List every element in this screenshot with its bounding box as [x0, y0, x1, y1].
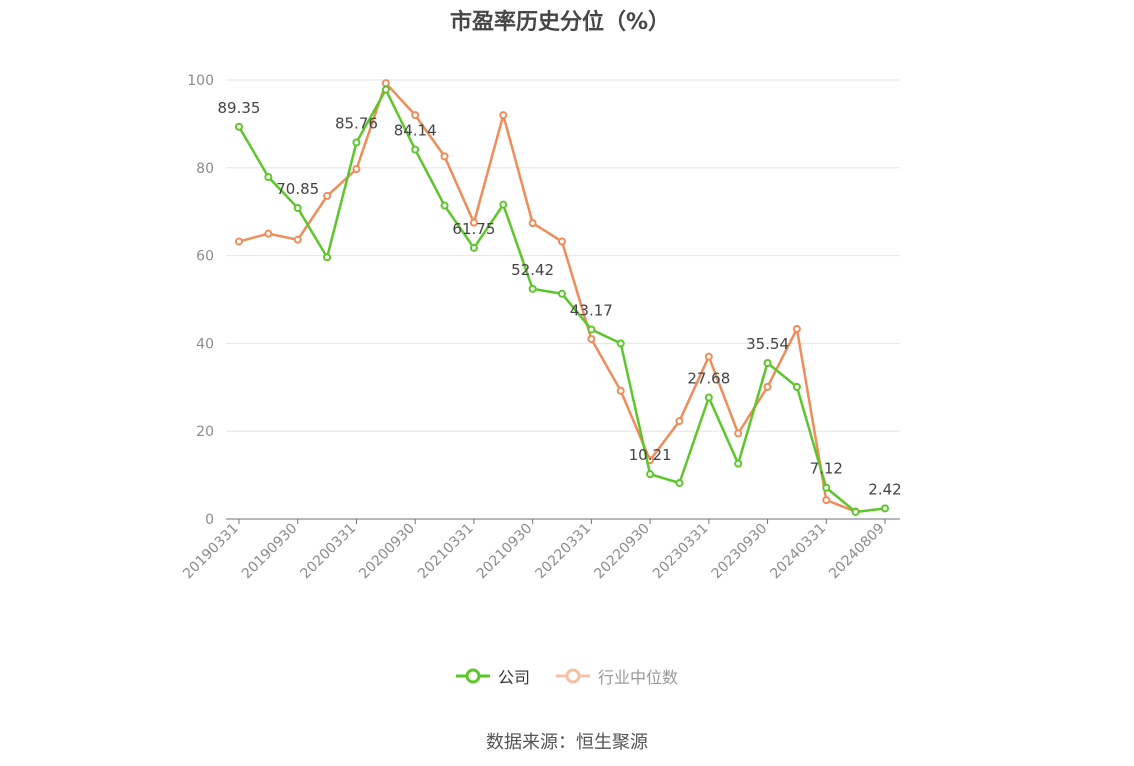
data-point: [499, 200, 508, 209]
data-label: 7.12: [810, 460, 843, 478]
data-point: [734, 459, 743, 468]
data-point: [587, 335, 596, 344]
data-point: [381, 79, 390, 88]
data-point: [704, 393, 713, 402]
data-point: [587, 325, 596, 334]
data-point: [352, 138, 361, 147]
data-point: [323, 253, 332, 262]
data-point: [558, 289, 566, 298]
data-label: 61.75: [452, 220, 495, 238]
data-label: 84.14: [394, 122, 437, 140]
data-point: [616, 386, 625, 395]
data-label: 27.68: [687, 369, 730, 387]
data-point: [411, 111, 420, 120]
data-point: [528, 284, 537, 293]
x-tick-label: 20240809: [826, 521, 888, 583]
x-tick-label: 20220331: [532, 521, 594, 583]
data-point: [469, 218, 478, 227]
data-point: [352, 165, 361, 174]
legend-company-label: 公司: [497, 668, 530, 687]
legend-item-company[interactable]: 公司: [455, 664, 530, 688]
y-tick-label: 20: [196, 424, 214, 440]
data-point: [293, 235, 302, 244]
data-label: 70.85: [276, 180, 319, 198]
x-tick-label: 20200930: [356, 521, 418, 583]
data-label: 10.21: [629, 446, 672, 464]
data-point: [411, 145, 420, 154]
data-point: [822, 496, 831, 505]
legend: 公司 行业中位数: [0, 664, 1134, 688]
x-tick-label: 20200331: [298, 521, 360, 583]
data-point: [675, 417, 684, 426]
data-point: [264, 173, 273, 182]
data-label: 2.42: [868, 480, 901, 498]
legend-industry-marker: [556, 668, 590, 684]
data-point: [792, 382, 801, 391]
data-label: 43.17: [570, 301, 613, 319]
data-point: [323, 191, 332, 200]
x-tick-label: 20210930: [474, 521, 536, 583]
series-line: [237, 88, 886, 514]
data-point: [851, 507, 860, 516]
chart-title: 市盈率历史分位（%）: [449, 10, 671, 35]
data-point: [235, 237, 243, 246]
x-tick-label: 20230930: [709, 521, 771, 583]
x-tick-label: 20210331: [415, 521, 477, 583]
y-tick-label: 80: [196, 161, 214, 177]
data-point: [646, 470, 655, 479]
y-tick-label: 0: [205, 512, 214, 528]
y-tick-label: 60: [196, 249, 214, 265]
series-line: [238, 81, 857, 513]
data-point: [558, 237, 566, 246]
data-label: 89.35: [218, 99, 261, 117]
series-company: [235, 85, 889, 516]
data-point: [822, 483, 831, 492]
legend-industry-label: 行业中位数: [598, 668, 679, 687]
data-point: [616, 339, 625, 348]
data-point: [293, 203, 302, 212]
data-label: 52.42: [511, 261, 554, 279]
data-point: [734, 429, 743, 438]
data-point: [763, 358, 772, 367]
data-label: 35.54: [746, 335, 789, 353]
line-chart: 0 20 40 60 80 100 2019033120190930202003312020…: [180, 73, 902, 583]
data-point: [499, 111, 508, 120]
data-point: [675, 479, 684, 488]
y-tick-label: 40: [196, 336, 214, 352]
x-tick-label: 20240331: [767, 521, 829, 583]
data-point: [792, 324, 801, 333]
x-tick-label: 20230331: [650, 521, 712, 583]
data-point: [469, 243, 478, 252]
data-source: 数据来源：恒生聚源: [486, 732, 648, 753]
data-point: [440, 152, 449, 161]
x-tick-label: 20190930: [239, 521, 301, 583]
data-point: [264, 229, 273, 238]
legend-item-industry-median[interactable]: 行业中位数: [556, 664, 678, 688]
data-point: [440, 201, 449, 210]
series-industry-median: [235, 79, 860, 516]
data-point: [881, 504, 889, 513]
data-point: [528, 219, 537, 228]
data-point: [235, 122, 243, 131]
data-label: 85.76: [335, 115, 378, 133]
x-tick-label: 20220930: [591, 521, 653, 583]
data-point: [763, 382, 772, 391]
x-tick-label: 20190331: [180, 521, 242, 583]
data-point: [704, 352, 713, 361]
legend-company-marker: [455, 668, 490, 684]
y-tick-label: 100: [187, 73, 214, 89]
data-point: [381, 85, 390, 94]
